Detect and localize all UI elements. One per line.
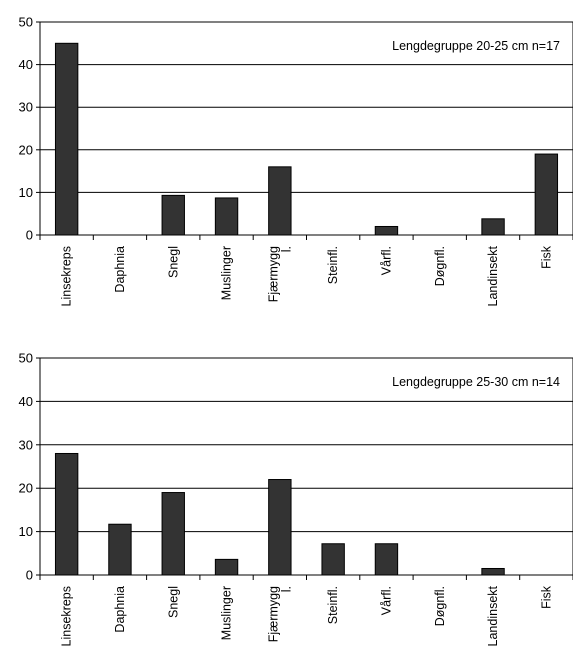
- x-category-label: Fisk: [539, 585, 553, 609]
- y-tick-label: 0: [26, 228, 33, 243]
- x-category-label: Døgnfl.: [433, 246, 447, 286]
- bar-landinsekt: [481, 567, 505, 576]
- plot-area-frame: [39, 21, 573, 236]
- y-tick-label: 50: [19, 15, 33, 30]
- x-category-label: Steinfl.: [326, 246, 340, 284]
- x-category-label: Linsekreps: [60, 246, 74, 306]
- bar-fjærmygg-l-: [268, 166, 292, 236]
- y-tick-label: 30: [19, 437, 33, 452]
- x-category-label: Snegl: [166, 246, 180, 278]
- y-tick-label: 10: [19, 524, 33, 539]
- y-tick-label: 40: [19, 394, 33, 409]
- x-category-label: Muslinger: [220, 246, 234, 300]
- x-category-label: Landinsekt: [486, 245, 500, 306]
- bar-steinfl-: [321, 543, 345, 576]
- bar-snegl: [161, 492, 185, 576]
- y-tick-label: 20: [19, 142, 33, 157]
- x-category-label: Landinsekt: [486, 585, 500, 646]
- bar-snegl: [161, 194, 185, 236]
- y-tick-label: 40: [19, 57, 33, 72]
- chart-annotation: Lengdegruppe 20-25 cm n=17: [392, 39, 560, 53]
- y-tick-label: 10: [19, 185, 33, 200]
- bar-muslinger: [214, 197, 239, 236]
- bar-vårfl-: [374, 543, 399, 576]
- x-category-label: Linsekreps: [60, 586, 74, 646]
- bar-landinsekt: [481, 218, 505, 236]
- bar-fisk: [534, 153, 559, 236]
- y-tick-label: 0: [26, 568, 33, 583]
- x-category-label: Fjærmygg: [266, 586, 280, 642]
- x-category-label: Fisk: [539, 245, 553, 269]
- x-category-label: l.: [279, 246, 293, 252]
- x-category-label: Vårfl.: [379, 246, 393, 275]
- x-category-label: Daphnia: [113, 246, 127, 293]
- x-category-label: Muslinger: [220, 586, 234, 640]
- x-category-label: Fjærmygg: [266, 246, 280, 302]
- chart-length-20-25: 0 10 20 30 40 50 Linsekreps Daphnia Snegl Musling…: [19, 15, 573, 306]
- bar-vårfl-: [374, 225, 399, 236]
- bar-fjærmygg-l-: [268, 479, 292, 576]
- bar-daphnia: [108, 523, 132, 576]
- bar-muslinger: [214, 558, 239, 576]
- y-tick-label: 50: [19, 351, 33, 366]
- x-category-label: Vårfl.: [379, 586, 393, 615]
- chart-annotation: Lengdegruppe 25-30 cm n=14: [392, 375, 560, 389]
- y-tick-label: 30: [19, 100, 33, 115]
- y-tick-label: 20: [19, 481, 33, 496]
- x-category-label: Steinfl.: [326, 586, 340, 624]
- bar-linsekreps: [54, 42, 79, 236]
- x-category-label: l.: [279, 586, 293, 592]
- chart-length-25-30: 0 10 20 30 40 50 Linsekreps Daphnia Snegl Musling…: [19, 351, 573, 646]
- x-category-label: Daphnia: [113, 586, 127, 633]
- bar-linsekreps: [54, 452, 79, 576]
- x-category-label: Snegl: [166, 586, 180, 618]
- x-category-label: Døgnfl.: [433, 586, 447, 626]
